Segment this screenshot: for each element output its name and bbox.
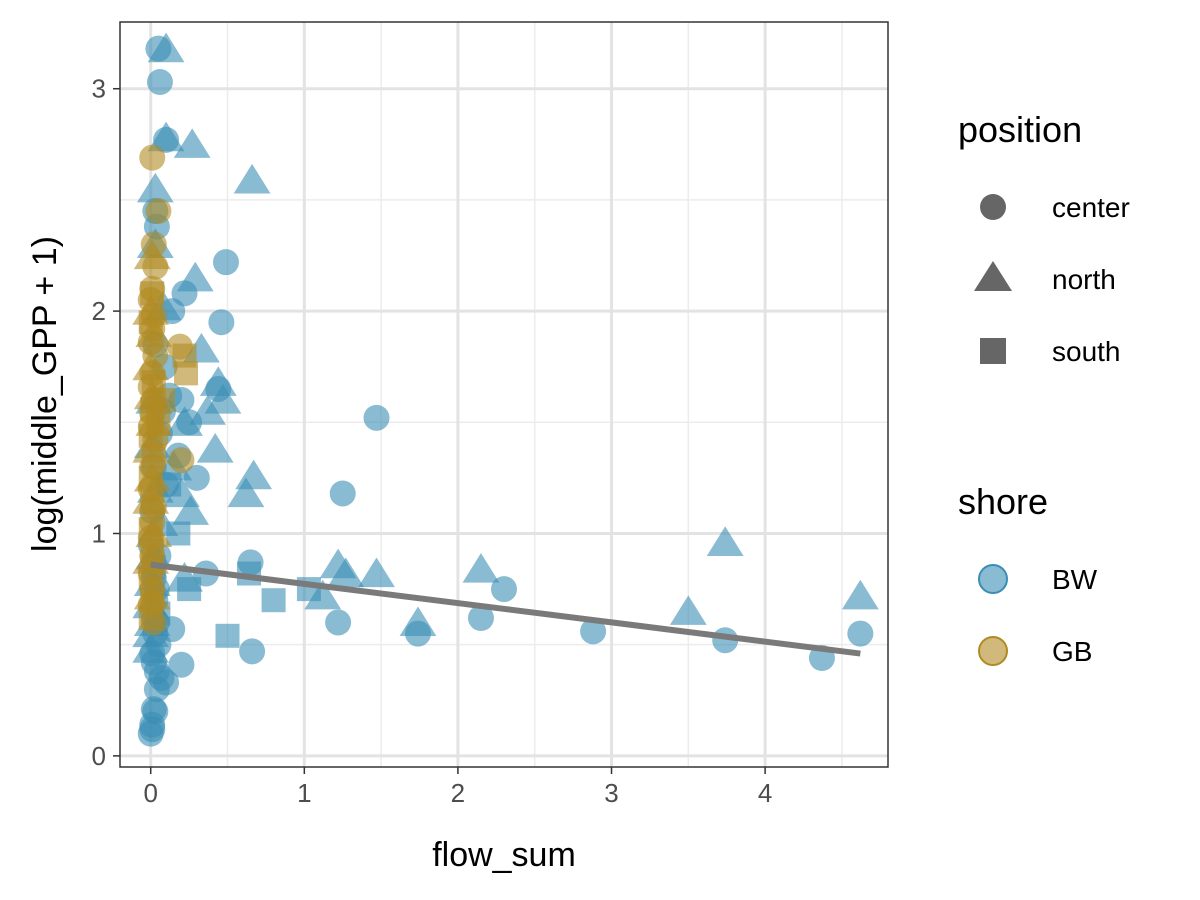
data-point-bw-south	[261, 588, 286, 613]
x-tick-label: 3	[604, 778, 618, 808]
data-point-gb-south	[174, 361, 199, 386]
legend-gb-swatch	[978, 636, 1008, 666]
trend-line-group	[150, 561, 861, 657]
data-point-bw-north	[136, 172, 174, 203]
data-point-bw-center	[146, 69, 173, 96]
data-point-gb-south	[138, 517, 163, 542]
data-point-gb-south	[140, 539, 165, 564]
legend-position: position center north south	[958, 109, 1130, 367]
data-point-bw-north	[841, 579, 879, 610]
y-tick-label: 0	[92, 741, 106, 771]
data-point-bw-center	[212, 249, 239, 276]
legend-label-center: center	[1052, 192, 1130, 223]
x-tick-label: 0	[143, 778, 157, 808]
data-point-bw-center	[847, 620, 874, 647]
data-point-gb-south	[140, 281, 165, 306]
data-point-gb-center	[145, 198, 172, 225]
data-point-bw-north	[706, 526, 744, 556]
data-point-bw-north	[166, 406, 203, 436]
legend-label-bw: BW	[1052, 564, 1098, 595]
y-axis-ticks: 0 1 2 3	[92, 74, 120, 771]
data-point-gb-center	[139, 144, 166, 171]
data-point-bw-center	[168, 651, 195, 678]
y-axis-title: log(middle_GPP + 1)	[26, 236, 64, 552]
data-point-bw-north	[147, 121, 185, 152]
y-tick-label: 3	[92, 74, 106, 104]
data-point-bw-south	[177, 577, 202, 602]
y-tick-label: 1	[92, 518, 106, 548]
data-point-gb-south	[146, 410, 171, 435]
data-point-bw-north	[147, 32, 185, 63]
x-axis-title: flow_sum	[432, 836, 576, 874]
panel-border	[119, 21, 889, 768]
data-point-bw-center	[325, 609, 352, 636]
data-point-bw-north	[189, 395, 226, 425]
data-point-bw-center	[137, 720, 164, 747]
data-point-gb-south	[140, 490, 165, 515]
data-point-bw-north	[233, 163, 271, 194]
data-point-bw-north	[172, 495, 210, 525]
data-point-gb-south	[138, 606, 163, 630]
data-point-bw-north	[304, 579, 342, 610]
data-point-bw-south	[215, 623, 240, 648]
data-point-bw-north	[196, 432, 234, 463]
x-tick-label: 2	[451, 778, 465, 808]
data-point-bw-north	[462, 553, 500, 583]
data-point-bw-center	[363, 404, 390, 431]
data-point-bw-north	[399, 606, 437, 637]
x-tick-label: 1	[297, 778, 311, 808]
data-point-bw-center	[183, 464, 210, 491]
data-point-gb-south	[141, 443, 166, 468]
minor-gridlines	[120, 22, 888, 767]
legend-square-icon	[980, 338, 1006, 364]
data-point-bw-center	[580, 618, 607, 645]
x-axis-ticks: 0 1 2 3 4	[143, 767, 772, 808]
legend-position-title: position	[958, 109, 1082, 150]
data-point-bw-center	[208, 309, 235, 336]
data-point-gb-south	[138, 465, 163, 490]
data-point-bw-north	[176, 261, 214, 292]
legend-triangle-icon	[974, 261, 1012, 291]
x-tick-label: 4	[758, 778, 772, 808]
legend-label-south: south	[1052, 336, 1121, 367]
legend-label-north: north	[1052, 264, 1116, 295]
legend-shore: shore BW GB	[958, 481, 1098, 667]
data-points	[132, 32, 879, 747]
data-point-gb-south	[138, 310, 163, 335]
data-point-bw-north	[199, 366, 237, 396]
legend-bw-swatch	[978, 564, 1008, 594]
trend-line	[150, 561, 861, 657]
legend-shore-title: shore	[958, 481, 1048, 522]
data-point-gb-south	[138, 565, 163, 590]
data-point-bw-north	[669, 595, 707, 625]
data-point-bw-center	[329, 480, 356, 507]
data-point-bw-north	[358, 557, 395, 588]
data-point-gb-north	[133, 239, 171, 270]
data-point-bw-north	[327, 557, 365, 588]
data-point-gb-center	[168, 447, 195, 474]
y-tick-label: 2	[92, 296, 106, 326]
data-point-gb-south	[151, 388, 176, 413]
data-point-bw-north	[132, 633, 170, 663]
data-point-bw-center	[239, 638, 266, 665]
data-point-bw-north	[227, 477, 265, 508]
legend-circle-icon	[980, 194, 1006, 220]
legend-label-gb: GB	[1052, 636, 1092, 667]
data-point-bw-south	[166, 521, 191, 546]
data-point-bw-center	[467, 605, 494, 631]
data-point-bw-center	[143, 676, 170, 703]
